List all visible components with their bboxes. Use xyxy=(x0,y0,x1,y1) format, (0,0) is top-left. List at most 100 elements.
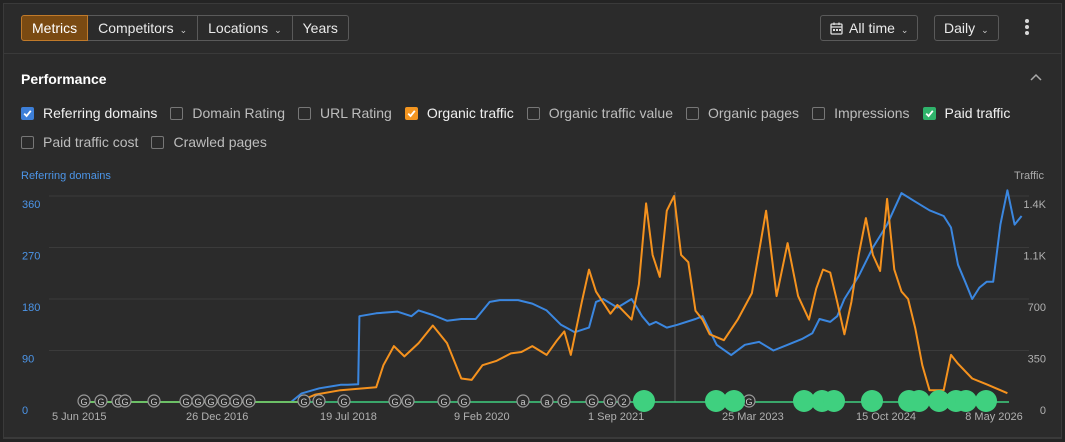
y-tick-right: 700 xyxy=(1028,302,1046,314)
annotation-marker-label: G xyxy=(588,397,595,407)
y-tick-left: 360 xyxy=(22,199,40,211)
checkbox-label: Impressions xyxy=(834,105,910,121)
checkbox-unchecked-icon xyxy=(170,106,184,120)
checkbox-label: Organic traffic value xyxy=(548,105,673,121)
tab-label: Locations xyxy=(208,20,269,36)
annotation-marker-label: G xyxy=(315,397,322,407)
y-tick-left: 90 xyxy=(22,354,34,366)
checkbox-label: Organic traffic xyxy=(426,105,514,121)
tab-label: Metrics xyxy=(32,20,78,36)
paid-traffic-marker xyxy=(861,390,883,412)
annotation-marker xyxy=(94,394,108,408)
checkbox-checked-icon xyxy=(922,106,936,120)
annotation-marker-label: G xyxy=(440,397,447,407)
checkbox-label: Crawled pages xyxy=(173,134,267,150)
annotation-marker xyxy=(191,394,205,408)
date-range-dropdown[interactable]: All time ⌄ xyxy=(820,15,919,41)
checkbox-label: Paid traffic cost xyxy=(43,134,139,150)
annotation-marker-label: G xyxy=(220,397,227,407)
checkbox-label: Domain Rating xyxy=(192,105,285,121)
toolbar: Metrics Competitors ⌄ Locations ⌄ Years All t… xyxy=(4,4,1061,54)
x-tick-label: 1 Sep 2021 xyxy=(588,411,644,423)
tab-years[interactable]: Years xyxy=(292,15,349,41)
annotation-marker xyxy=(540,394,554,408)
paid-traffic-marker xyxy=(955,390,977,412)
checkbox-unchecked-icon xyxy=(151,135,165,149)
metric-checkboxes-row-2: Paid traffic cost Crawled pages xyxy=(21,134,280,150)
paid-traffic-marker xyxy=(823,390,845,412)
metric-checkboxes-row-1: Referring domains Domain Rating URL Rating… xyxy=(21,105,1023,121)
paid-traffic-marker xyxy=(908,390,930,412)
annotation-marker xyxy=(118,394,132,408)
y-tick-left: 270 xyxy=(22,251,40,263)
annotation-marker xyxy=(401,394,415,408)
x-tick-label: 9 Feb 2020 xyxy=(454,411,510,423)
x-tick-label: 19 Jul 2018 xyxy=(320,411,377,423)
y-tick-right: 0 xyxy=(1040,405,1046,417)
paid-traffic-marker xyxy=(793,390,815,412)
more-vertical-icon[interactable] xyxy=(1021,17,1033,39)
checkbox-organic-pages[interactable]: Organic pages xyxy=(686,105,799,121)
paid-traffic-marker xyxy=(705,390,727,412)
tab-locations[interactable]: Locations ⌄ xyxy=(198,15,293,41)
checkbox-paid-traffic-cost[interactable]: Paid traffic cost xyxy=(21,134,138,150)
checkbox-impressions[interactable]: Impressions xyxy=(812,105,910,121)
checkbox-domain-rating[interactable]: Domain Rating xyxy=(170,105,285,121)
paid-traffic-marker xyxy=(723,390,745,412)
chevron-up-icon[interactable] xyxy=(1030,72,1042,82)
chevron-down-icon: ⌄ xyxy=(981,25,989,35)
left-axis-title: Referring domains xyxy=(21,170,111,182)
annotation-marker xyxy=(312,394,326,408)
annotation-marker-label: G xyxy=(300,397,307,407)
annotation-marker-label: G xyxy=(391,397,398,407)
checkbox-label: Paid traffic xyxy=(944,105,1011,121)
annotation-marker-label: 2 xyxy=(621,397,626,407)
checkbox-label: URL Rating xyxy=(320,105,392,121)
checkbox-unchecked-icon xyxy=(686,106,699,120)
checkbox-crawled-pages[interactable]: Crawled pages xyxy=(151,134,267,150)
annotation-marker xyxy=(229,394,243,408)
tab-label: Competitors xyxy=(98,20,174,36)
y-tick-left: 0 xyxy=(22,405,28,417)
annotation-marker-label: G xyxy=(404,397,411,407)
annotation-marker-label: G xyxy=(606,397,613,407)
annotation-marker-label: G xyxy=(340,397,347,407)
annotation-marker-label: G xyxy=(97,397,104,407)
checkbox-unchecked-icon xyxy=(21,135,34,149)
y-tick-right: 1.1K xyxy=(1023,251,1046,263)
x-tick-label: 15 Oct 2024 xyxy=(856,411,916,423)
section-title: Performance xyxy=(21,71,107,87)
checkbox-organic-traffic-value[interactable]: Organic traffic value xyxy=(526,105,673,121)
x-tick-label: 8 May 2026 xyxy=(965,411,1022,423)
annotation-marker xyxy=(585,394,599,408)
checkbox-url-rating[interactable]: URL Rating xyxy=(298,105,392,121)
annotation-marker-label: G xyxy=(745,397,752,407)
annotation-marker xyxy=(337,394,351,408)
x-tick-label: 26 Dec 2016 xyxy=(186,411,248,423)
annotation-marker xyxy=(147,394,161,408)
tab-competitors[interactable]: Competitors ⌄ xyxy=(88,15,199,41)
annotation-marker-label: G xyxy=(245,397,252,407)
granularity-dropdown[interactable]: Daily ⌄ xyxy=(934,15,999,41)
y-tick-right: 1.4K xyxy=(1023,199,1046,211)
checkbox-label: Referring domains xyxy=(43,105,158,121)
annotation-marker-label: G xyxy=(114,397,121,407)
tab-label: Years xyxy=(302,20,338,36)
paid-traffic-marker xyxy=(633,390,655,412)
series-line-organic-traffic xyxy=(79,195,1008,403)
series-line-referring-domains xyxy=(79,189,1023,403)
divider xyxy=(4,437,1061,438)
annotation-marker xyxy=(437,394,451,408)
checkbox-organic-traffic[interactable]: Organic traffic xyxy=(404,105,514,121)
annotation-marker xyxy=(516,394,530,408)
tab-metrics[interactable]: Metrics xyxy=(21,15,89,41)
performance-chart[interactable]: 0 90 180 270 360 0 350 700 1.1K 1.4K 5 Jun 2015 26 … xyxy=(4,4,1063,440)
checkbox-paid-traffic[interactable]: Paid traffic xyxy=(922,105,1011,121)
annotation-marker-label: G xyxy=(182,397,189,407)
date-range-label: All time xyxy=(849,20,895,36)
checkbox-referring-domains[interactable]: Referring domains xyxy=(21,105,157,121)
y-tick-left: 180 xyxy=(22,302,40,314)
chevron-down-icon: ⌄ xyxy=(274,25,282,35)
annotation-marker xyxy=(617,394,631,408)
view-tabs: Metrics Competitors ⌄ Locations ⌄ Years xyxy=(21,15,349,41)
